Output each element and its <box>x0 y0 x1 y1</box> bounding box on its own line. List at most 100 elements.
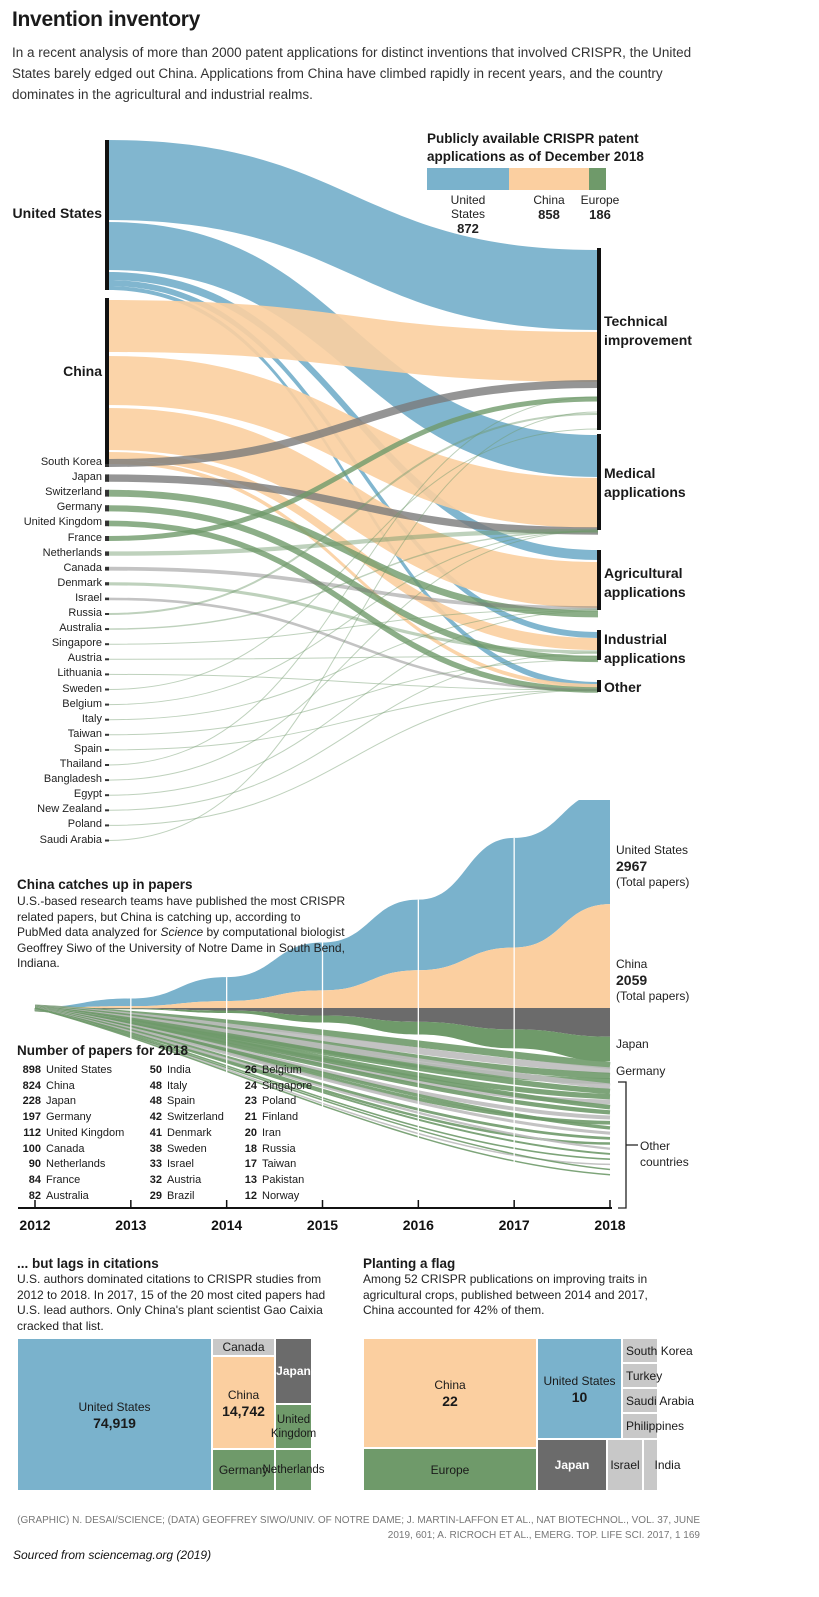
flow-japan <box>107 474 599 535</box>
papers-table-row: 13 Pakistan <box>244 1173 305 1186</box>
papers-table-row: 20 Iran <box>244 1126 281 1139</box>
stream-china <box>35 904 610 1008</box>
legend-china: China 858 <box>533 193 565 222</box>
target-bar-other <box>597 680 601 692</box>
category-agricultural: Agricultural applications <box>604 565 686 600</box>
flow-italy <box>107 609 599 721</box>
category-industrial: Industrial applications <box>604 631 686 666</box>
papers-text: U.S.-based research teams have published… <box>17 894 346 970</box>
source-bar-saudi-arabia <box>105 839 109 842</box>
source-label-italy: Italy <box>81 712 102 725</box>
source-label-belgium: Belgium <box>62 697 102 710</box>
treemap-flag-philippines: Philippines <box>622 1413 684 1439</box>
source-label-saudi-arabia: Saudi Arabia <box>39 833 102 846</box>
papers-table-row: 26 Belgium <box>244 1064 302 1076</box>
label-japan: Japan <box>616 1037 649 1051</box>
flow-netherlands <box>107 528 599 556</box>
legend-bar-us <box>427 168 509 190</box>
source-label-australia: Australia <box>59 622 102 635</box>
category-technical: Technical improvement <box>604 313 692 348</box>
source-label-poland: Poland <box>67 818 102 831</box>
source-label-china: China <box>63 363 102 379</box>
flow-lithuania <box>107 673 599 691</box>
papers-table-row: 82 Australia <box>28 1189 89 1202</box>
papers-table-row: 32 Austria <box>149 1173 202 1186</box>
source-label-germany: Germany <box>56 501 102 514</box>
papers-table-row: 48 Italy <box>149 1079 188 1092</box>
papers-table-row: 197 Germany <box>22 1111 92 1124</box>
legend-europe: Europe 186 <box>580 193 620 222</box>
other-bracket <box>618 1081 638 1209</box>
source-label-france: France <box>67 531 102 544</box>
source-bar-canada <box>105 566 109 571</box>
target-bar-technical <box>597 248 601 430</box>
source-bar-russia <box>105 613 109 615</box>
source-label-israel: Israel <box>75 591 102 604</box>
x-tick-label: 2014 <box>211 1217 242 1233</box>
flow-new-zealand <box>107 652 599 811</box>
citations-text: U.S. authors dominated citations to CRIS… <box>17 1272 326 1333</box>
papers-table-row: 21 Finland <box>244 1111 299 1124</box>
category-other: Other <box>604 679 642 695</box>
source-label-singapore: Singapore <box>51 637 102 650</box>
citations-title: ... but lags in citations <box>17 1256 159 1271</box>
flow-china-other <box>108 460 598 688</box>
flow-belgium <box>107 530 599 706</box>
flow-us-agricultural <box>108 272 598 560</box>
treemap-flag-korea: South Korea <box>622 1338 693 1363</box>
papers-table-row: 42 Switzerland <box>149 1111 224 1124</box>
source-bar-thailand <box>105 764 109 766</box>
source-bar-china <box>105 298 109 464</box>
papers-table-row: 29 Brazil <box>149 1189 195 1202</box>
source-bar-israel <box>105 597 109 601</box>
treemap-citations-netherlands: Netherlands <box>263 1449 325 1491</box>
treemap-flag-india: India <box>643 1439 681 1491</box>
source-bar-egypt <box>105 794 109 797</box>
treemap-citations-china: China 14,742 <box>212 1356 275 1449</box>
papers-table-column: 26 Belgium 24 Singapore 23 Poland 21 Finland 20 I… <box>233 1063 312 1204</box>
x-tick-label: 2012 <box>19 1217 50 1233</box>
treemap-citations-uk: United Kingdom <box>271 1404 316 1449</box>
treemap-flag-turkey: Turkey <box>622 1363 662 1388</box>
x-tick-label: 2016 <box>403 1217 434 1233</box>
source-bar-switzerland <box>105 489 109 497</box>
x-tick-label: 2017 <box>499 1217 530 1233</box>
source-bar-sweden <box>105 688 109 691</box>
source-bar-bangladesh <box>105 779 109 782</box>
source-bar-us <box>105 140 109 290</box>
papers-chart: 2012 2013 2014 2015 2016 2017 2018 <box>18 800 626 1233</box>
treemap-flag-us: United States 10 <box>537 1338 622 1439</box>
flow-germany <box>107 505 599 663</box>
treemap-citations-us: United States 74,919 <box>17 1338 212 1491</box>
source-bar-belgium <box>105 703 109 706</box>
source-bar-netherlands <box>105 551 109 556</box>
credits: (GRAPHIC) N. DESAI/SCIENCE; (DATA) GEOFF… <box>17 1515 700 1541</box>
treemap-flag-israel: Israel <box>607 1439 643 1491</box>
source-label-denmark: Denmark <box>57 576 102 589</box>
flow-russia <box>107 413 599 615</box>
flow-france <box>107 396 599 541</box>
flow-australia <box>107 530 599 630</box>
label-other-countries: Other countries <box>640 1139 689 1169</box>
table-title: Number of papers for 2018 <box>17 1043 189 1058</box>
source-label-russia: Russia <box>68 607 102 619</box>
flow-singapore <box>107 608 599 645</box>
treemap-flag-saudi: Saudi Arabia <box>622 1388 694 1413</box>
source-bar-france <box>105 536 109 541</box>
source-label-united-kingdom: United Kingdom <box>23 516 102 529</box>
source-bar-austria <box>105 658 109 661</box>
source-label-canada: Canada <box>63 561 102 574</box>
flow-spain <box>107 689 599 751</box>
papers-table-row: 228 Japan <box>22 1095 76 1108</box>
flag-title: Planting a flag <box>363 1256 456 1271</box>
flow-china-technical <box>108 300 598 382</box>
source-label-sweden: Sweden <box>62 682 102 695</box>
source-label-netherlands: Netherlands <box>42 546 102 559</box>
papers-table-row: 50 India <box>149 1064 191 1076</box>
flow-bangladesh <box>107 530 599 781</box>
papers-table-row: 17 Taiwan <box>244 1158 297 1171</box>
papers-table-row: 24 Singapore <box>244 1079 313 1092</box>
papers-table-row: 84 France <box>28 1173 81 1186</box>
papers-table-row: 112 United Kingdom <box>23 1126 125 1139</box>
page-title: Invention inventory <box>12 8 200 31</box>
